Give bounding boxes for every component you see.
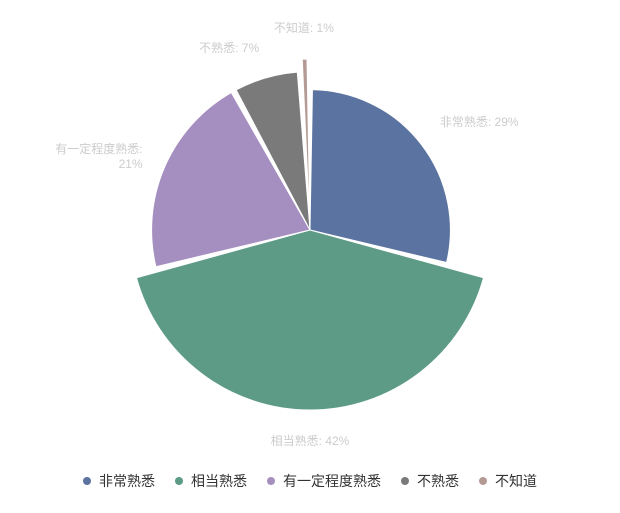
legend-item-quite_familiar[interactable]: 相当熟悉 (175, 471, 247, 491)
legend: 非常熟悉 相当熟悉 有一定程度熟悉 不熟悉 不知道 (0, 471, 620, 491)
legend-item-unfamiliar[interactable]: 不熟悉 (401, 471, 459, 491)
legend-dot-very_familiar (83, 477, 91, 485)
polar-pie-svg (0, 0, 620, 513)
legend-dot-unfamiliar (401, 477, 409, 485)
legend-item-very_familiar[interactable]: 非常熟悉 (83, 471, 155, 491)
legend-label-dont_know: 不知道 (495, 471, 537, 491)
legend-label-very_familiar: 非常熟悉 (99, 471, 155, 491)
legend-dot-quite_familiar (175, 477, 183, 485)
legend-label-somewhat_familiar: 有一定程度熟悉 (283, 471, 381, 491)
legend-dot-somewhat_familiar (267, 477, 275, 485)
legend-label-unfamiliar: 不熟悉 (417, 471, 459, 491)
legend-label-quite_familiar: 相当熟悉 (191, 471, 247, 491)
legend-item-dont_know[interactable]: 不知道 (479, 471, 537, 491)
legend-dot-dont_know (479, 477, 487, 485)
chart-container: 非常熟悉: 29%相当熟悉: 42%有一定程度熟悉: 21%不熟悉: 7%不知道… (0, 0, 620, 513)
legend-item-somewhat_familiar[interactable]: 有一定程度熟悉 (267, 471, 381, 491)
